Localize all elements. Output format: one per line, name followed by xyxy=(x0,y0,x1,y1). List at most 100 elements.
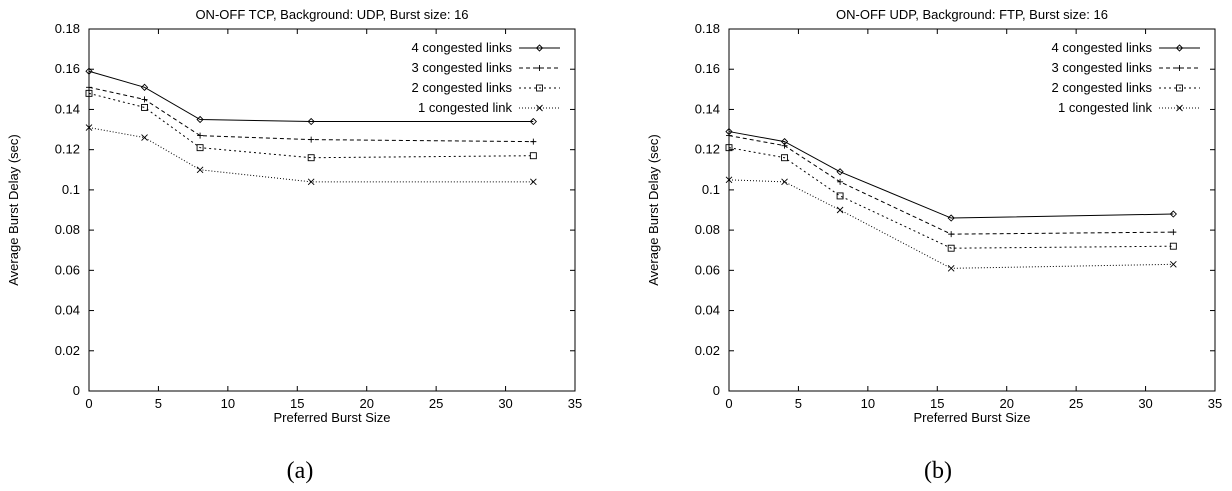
y-tick-label: 0.18 xyxy=(695,21,720,36)
y-tick-label: 0.08 xyxy=(695,222,720,237)
y-tick-label: 0.12 xyxy=(695,142,720,157)
data-point-s4 xyxy=(530,178,537,186)
data-point-s1 xyxy=(947,214,955,222)
data-point-s1 xyxy=(85,67,93,75)
x-tick-label: 5 xyxy=(795,396,802,411)
legend-label: 4 congested links xyxy=(412,40,513,55)
data-point-s4 xyxy=(725,176,733,184)
x-tick-label: 35 xyxy=(1208,396,1222,411)
data-point-s4 xyxy=(85,124,93,131)
plot-frame xyxy=(88,28,576,392)
data-point-s2 xyxy=(197,132,204,139)
data-point-s3 xyxy=(196,144,204,152)
data-point-s4 xyxy=(781,178,788,186)
y-axis-label: Average Burst Delay (sec) xyxy=(6,134,21,286)
chart-a: ON-OFF TCP, Background: UDP, Burst size:… xyxy=(6,7,582,484)
figure-caption: (b) xyxy=(924,458,952,484)
data-point-s1 xyxy=(1169,210,1177,218)
y-tick-label: 0.14 xyxy=(55,101,80,116)
x-tick-label: 25 xyxy=(429,396,443,411)
y-tick-label: 0.1 xyxy=(702,182,720,197)
data-point-s2 xyxy=(726,132,732,139)
legend-label: 3 congested links xyxy=(1052,60,1153,75)
data-point-s4 xyxy=(141,134,148,141)
x-tick-label: 15 xyxy=(290,396,304,411)
y-tick-label: 0.16 xyxy=(55,61,80,76)
x-tick-label: 30 xyxy=(498,396,512,411)
chart-title: ON-OFF TCP, Background: UDP, Burst size:… xyxy=(195,7,468,22)
y-tick-label: 0.02 xyxy=(55,343,80,358)
y-tick-label: 0.06 xyxy=(695,262,720,277)
x-tick-label: 5 xyxy=(155,396,162,411)
legend-label: 3 congested links xyxy=(412,60,513,75)
data-point-s2 xyxy=(781,142,788,149)
x-tick-label: 10 xyxy=(861,396,875,411)
data-point-s2 xyxy=(86,84,92,91)
legend-swatch-marker xyxy=(536,104,543,112)
y-axis-label: Average Burst Delay (sec) xyxy=(646,134,661,286)
data-point-s3 xyxy=(836,192,844,200)
legend-swatch-marker xyxy=(536,65,543,71)
data-point-s3 xyxy=(85,89,93,97)
data-point-s1 xyxy=(307,117,315,126)
series-line-3 xyxy=(728,147,1174,249)
data-point-s1 xyxy=(196,115,204,124)
y-tick-label: 0.08 xyxy=(55,222,80,237)
y-tick-label: 0.14 xyxy=(695,101,720,116)
legend-label: 2 congested links xyxy=(412,80,513,95)
x-tick-label: 30 xyxy=(1138,396,1152,411)
data-point-s2 xyxy=(837,178,844,185)
x-tick-label: 15 xyxy=(930,396,944,411)
legend-label: 2 congested links xyxy=(1052,80,1153,95)
y-tick-label: 0 xyxy=(73,383,80,398)
data-point-s3 xyxy=(781,154,788,162)
legend-label: 1 congested link xyxy=(418,100,512,115)
y-tick-label: 0.16 xyxy=(695,61,720,76)
y-tick-label: 0.1 xyxy=(62,182,80,197)
legend-swatch-marker xyxy=(1176,65,1183,71)
y-tick-label: 0.04 xyxy=(55,303,80,318)
x-tick-label: 20 xyxy=(999,396,1013,411)
legend-label: 4 congested links xyxy=(1052,40,1153,55)
legend-swatch-marker xyxy=(1175,44,1184,52)
data-point-s1 xyxy=(836,168,844,176)
data-point-s4 xyxy=(307,178,315,186)
chart-title: ON-OFF UDP, Background: FTP, Burst size:… xyxy=(836,7,1108,22)
series-line-2 xyxy=(88,86,534,143)
data-point-s3 xyxy=(1169,242,1177,250)
x-tick-label: 10 xyxy=(221,396,235,411)
y-tick-label: 0.18 xyxy=(55,21,80,36)
data-point-s2 xyxy=(948,231,955,238)
y-tick-label: 0.04 xyxy=(695,303,720,318)
legend-swatch-marker xyxy=(1176,84,1183,92)
data-point-s3 xyxy=(307,154,315,162)
y-tick-label: 0 xyxy=(713,383,720,398)
series-line-2 xyxy=(728,135,1174,235)
data-point-s3 xyxy=(947,244,955,252)
data-point-s4 xyxy=(1170,260,1177,268)
data-point-s3 xyxy=(141,103,148,111)
x-axis-label: Preferred Burst Size xyxy=(273,410,390,425)
legend-swatch-marker xyxy=(535,44,544,52)
y-tick-label: 0.06 xyxy=(55,262,80,277)
data-point-s2 xyxy=(141,96,148,103)
data-point-s2 xyxy=(308,136,315,143)
y-tick-label: 0.02 xyxy=(695,343,720,358)
x-tick-label: 20 xyxy=(359,396,373,411)
series-line-1 xyxy=(728,131,1174,219)
x-tick-label: 0 xyxy=(725,396,732,411)
data-point-s2 xyxy=(1170,229,1177,236)
data-point-s1 xyxy=(529,117,537,126)
chart-b: ON-OFF UDP, Background: FTP, Burst size:… xyxy=(646,7,1222,484)
plot-frame xyxy=(728,28,1216,392)
data-point-s1 xyxy=(140,83,149,91)
y-tick-label: 0.12 xyxy=(55,142,80,157)
data-point-s4 xyxy=(196,166,204,174)
x-tick-label: 35 xyxy=(568,396,582,411)
data-point-s3 xyxy=(529,152,537,160)
series-line-3 xyxy=(88,92,534,159)
series-line-1 xyxy=(88,70,534,123)
x-tick-label: 25 xyxy=(1069,396,1083,411)
data-point-s3 xyxy=(725,144,733,152)
